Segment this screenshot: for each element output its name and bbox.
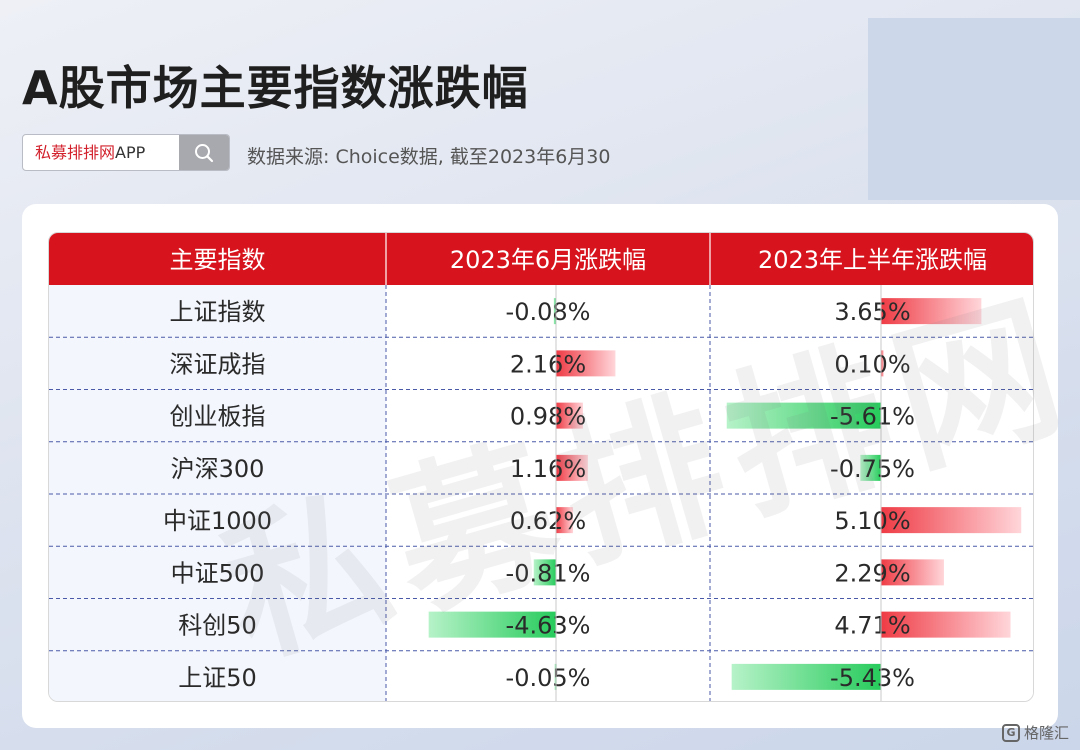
background-block — [868, 18, 1080, 200]
value-june-7: -0.05% — [506, 664, 591, 692]
value-june-0: -0.08% — [506, 298, 591, 326]
search-button[interactable] — [179, 135, 229, 170]
column-header-0: 主要指数 — [170, 246, 266, 274]
bar-h1-6 — [881, 611, 1011, 638]
search-label: 私募排排网APP — [23, 135, 179, 170]
bar-june-3 — [556, 454, 588, 481]
data-source-note: 数据来源: Choice数据, 截至2023年6月30 — [247, 146, 611, 168]
bar-h1-5 — [881, 559, 944, 586]
value-h1-6: 4.71% — [834, 612, 910, 640]
value-june-1: 2.16% — [510, 350, 586, 378]
row-name-5: 中证500 — [171, 559, 265, 587]
bar-h1-7 — [731, 663, 881, 690]
page-title: A股市场主要指数涨跌幅 — [22, 61, 529, 115]
row-name-3: 沪深300 — [171, 455, 265, 483]
bar-h1-1 — [881, 350, 884, 377]
table-header-bg — [49, 233, 1033, 285]
value-june-6: -4.63% — [506, 612, 591, 640]
corner-logo-text: 格隆汇 — [1024, 724, 1070, 742]
search-icon — [195, 143, 214, 162]
row-name-4: 中证1000 — [163, 507, 272, 535]
corner-logo-icon: G — [1002, 723, 1020, 742]
value-june-2: 0.98% — [510, 403, 586, 431]
search-label-suffix: APP — [115, 143, 146, 162]
value-h1-4: 5.10% — [834, 507, 910, 535]
value-june-4: 0.62% — [510, 507, 586, 535]
value-h1-2: -5.61% — [830, 403, 915, 431]
name-column-bg — [49, 285, 386, 701]
value-june-3: 1.16% — [510, 455, 586, 483]
column-header-1: 2023年6月涨跌幅 — [450, 246, 646, 274]
bar-june-0 — [553, 298, 556, 325]
row-name-2: 创业板指 — [170, 403, 266, 431]
value-june-5: -0.81% — [506, 559, 591, 587]
bar-june-6 — [428, 611, 556, 638]
bar-h1-4 — [881, 507, 1022, 534]
value-h1-7: -5.43% — [830, 664, 915, 692]
row-name-0: 上证指数 — [170, 298, 266, 326]
row-name-1: 深证成指 — [170, 350, 266, 378]
row-name-6: 科创50 — [178, 612, 257, 640]
value-h1-0: 3.65% — [834, 298, 910, 326]
row-name-7: 上证50 — [178, 664, 257, 692]
search-label-brand: 私募排排网 — [35, 143, 116, 162]
bar-june-2 — [556, 402, 583, 429]
bar-h1-2 — [726, 402, 881, 429]
corner-logo: G 格隆汇 — [1002, 722, 1069, 743]
index-table: 主要指数 2023年6月涨跌幅 2023年上半年涨跌幅上证指数 -0.08% 3.65%… — [48, 232, 1034, 702]
bar-june-1 — [556, 350, 616, 377]
bar-h1-0 — [881, 298, 982, 325]
column-header-2: 2023年上半年涨跌幅 — [758, 246, 987, 274]
bar-june-4 — [556, 507, 574, 534]
value-h1-3: -0.75% — [830, 455, 915, 483]
bar-june-5 — [533, 559, 556, 586]
search-box[interactable]: 私募排排网APP — [22, 134, 230, 171]
value-h1-1: 0.10% — [834, 350, 910, 378]
bar-h1-3 — [860, 454, 881, 481]
value-h1-5: 2.29% — [834, 559, 910, 587]
